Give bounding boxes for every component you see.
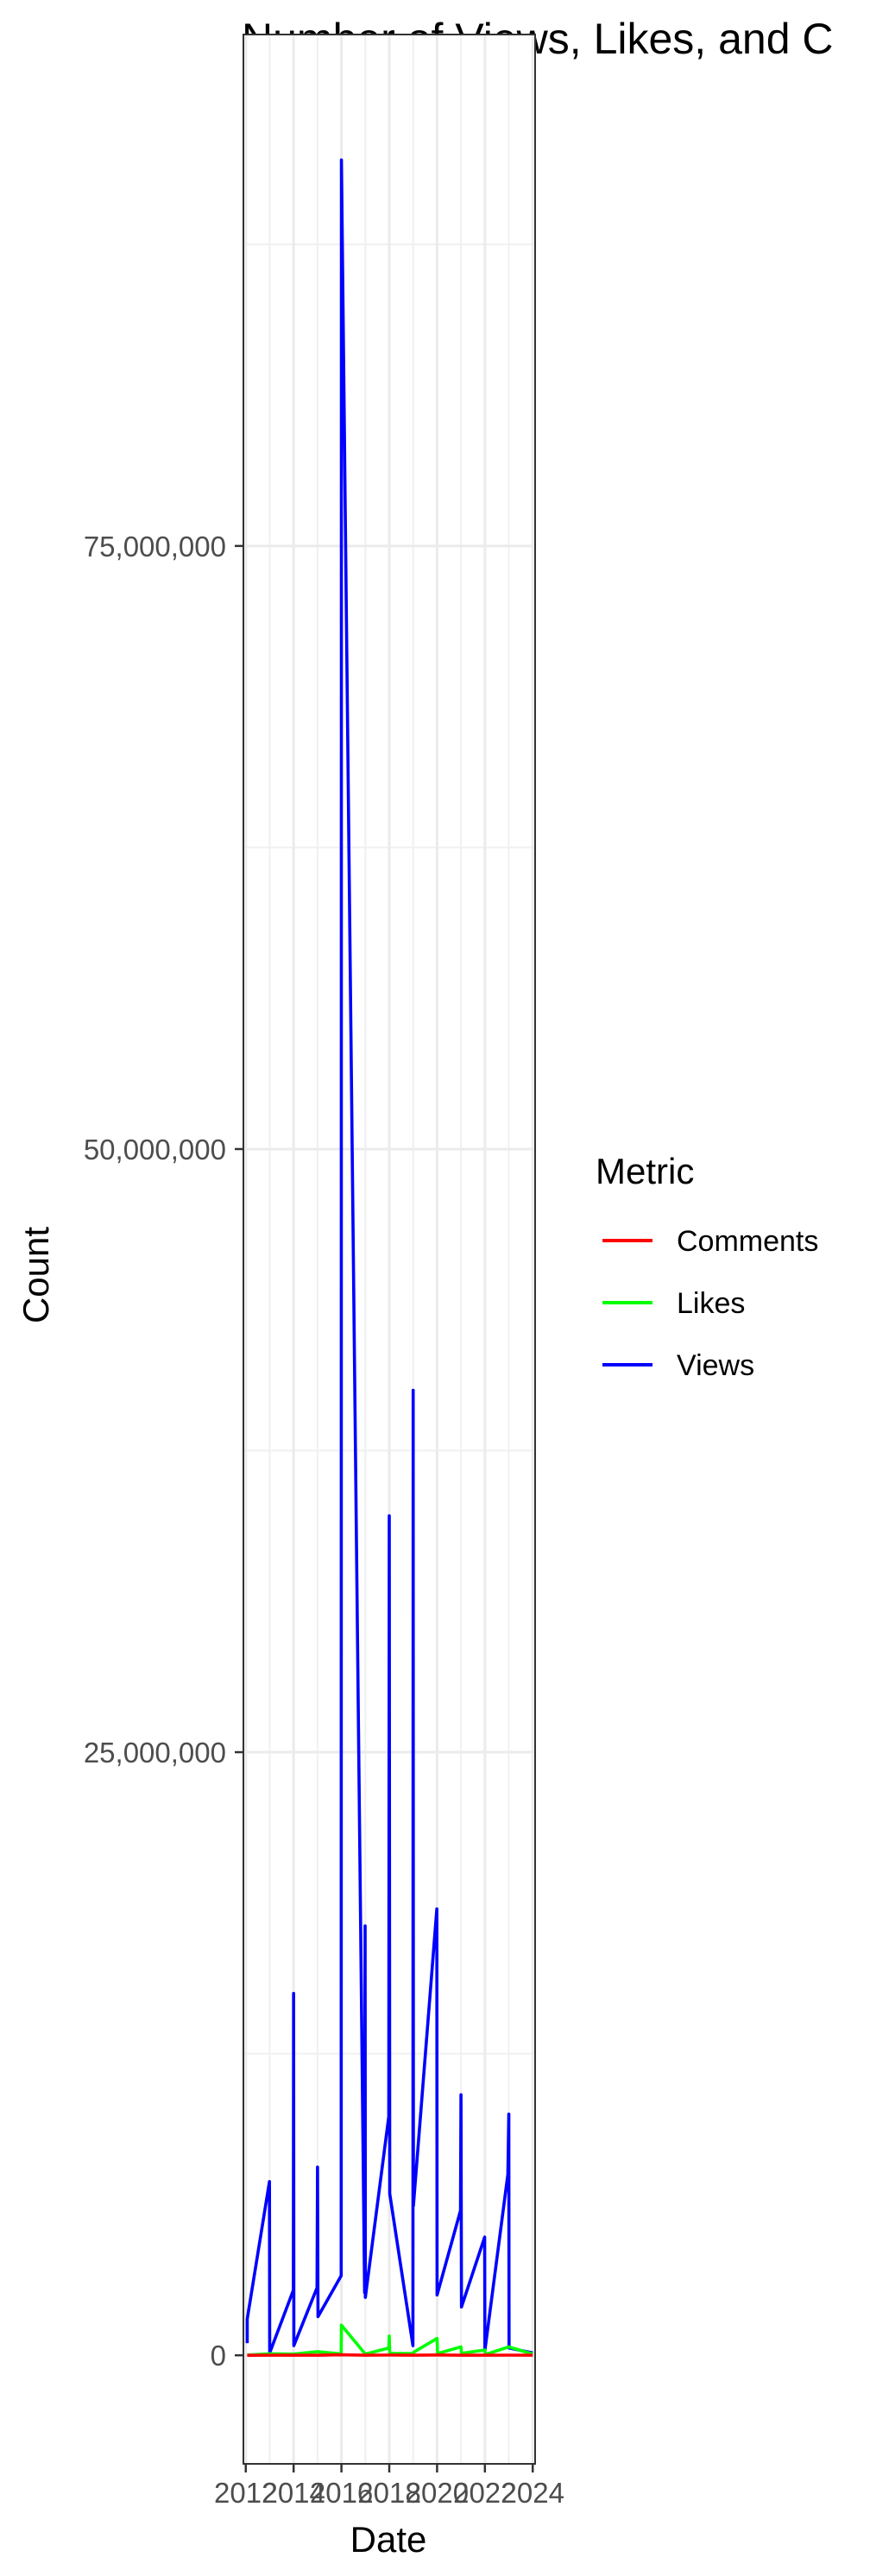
series-line-views [245,158,533,2355]
legend-title: Metric [596,1151,694,1191]
legend-item-likes: Likes [602,1287,745,1320]
series-line-likes [247,2323,533,2357]
legend-item-views: Views [602,1349,754,1382]
x-tick-label: 2022 [453,2477,516,2509]
series-line-comments [247,2353,533,2357]
legend-label-likes: Likes [677,1287,745,1320]
x-axis-title: Date [350,2519,427,2560]
y-tick-label: 0 [211,2340,226,2372]
x-tick-label: 2024 [501,2477,564,2509]
x-tick-label: 2020 [406,2477,469,2509]
y-tick-label: 50,000,000 [84,1134,226,1165]
x-tick-label: 2018 [357,2477,420,2509]
y-tick-label: 75,000,000 [84,531,226,562]
x-tick-label: 2014 [262,2477,325,2509]
y-axis-title: Count [16,1227,56,1323]
y-tick-label: 25,000,000 [84,1737,226,1769]
legend: Metric Comments Likes Views [596,1151,818,1382]
x-tick-label: 2016 [310,2477,373,2509]
plot-area: 025,000,00050,000,00075,000,000201220142… [84,34,564,2509]
legend-label-comments: Comments [677,1225,818,1258]
x-tick-label: 2012 [214,2477,277,2509]
legend-item-comments: Comments [602,1225,818,1258]
legend-label-views: Views [677,1349,754,1382]
